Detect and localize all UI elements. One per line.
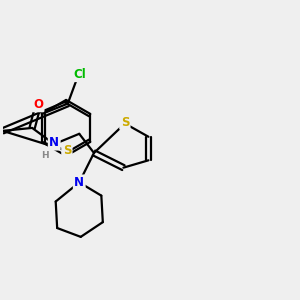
Text: H: H — [42, 151, 49, 160]
Text: O: O — [33, 98, 43, 111]
Text: S: S — [63, 144, 71, 157]
Text: N: N — [49, 136, 59, 149]
Text: Cl: Cl — [73, 68, 86, 81]
Text: N: N — [74, 176, 84, 189]
Text: S: S — [121, 116, 129, 128]
